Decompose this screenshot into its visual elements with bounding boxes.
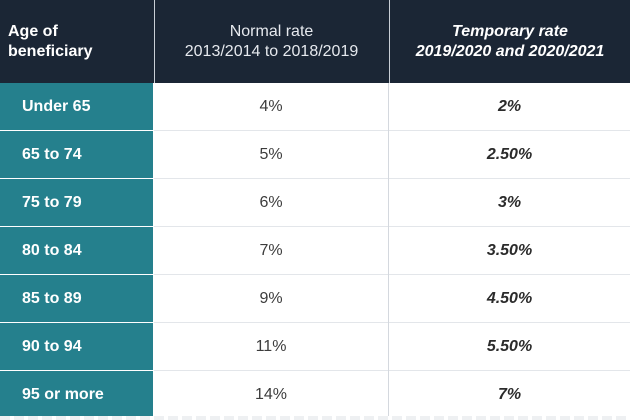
table-body: Under 65 4% 2% 65 to 74 5% 2.50% 75 to 7… (0, 83, 630, 419)
row-age-cell: 90 to 94 (0, 323, 153, 371)
header-age-of-beneficiary: Age of beneficiary (0, 0, 153, 83)
header-temp-line1: Temporary rate (452, 22, 568, 40)
table-row: 80 to 84 7% 3.50% (0, 227, 630, 275)
header-age-line2: beneficiary (8, 42, 93, 60)
row-temporary-rate-cell: 2.50% (389, 131, 630, 179)
row-age-cell: 75 to 79 (0, 179, 153, 227)
row-temporary-rate-cell: 5.50% (389, 323, 630, 371)
row-temporary-rate-cell: 7% (497, 386, 522, 403)
table-row: 65 to 74 5% 2.50% (0, 131, 630, 179)
row-normal-rate-cell: 5% (154, 131, 388, 179)
header-normal-line2: 2013/2014 to 2018/2019 (184, 42, 359, 60)
table-row: 90 to 94 11% 5.50% (0, 323, 630, 371)
table-header: Age of beneficiary Normal rate 2013/2014… (0, 0, 630, 83)
row-temporary-rate-cell: 4.50% (389, 275, 630, 323)
header-normal-rate: Normal rate 2013/2014 to 2018/2019 (154, 0, 388, 83)
row-age-cell: Under 65 (0, 83, 153, 131)
row-temporary-rate-cell: 3% (389, 179, 630, 227)
row-temporary-rate-cell: 2% (389, 83, 630, 131)
header-normal-line1: Normal rate (229, 22, 314, 40)
row-age-cell: 80 to 84 (0, 227, 153, 275)
row-normal-rate-cell: 11% (154, 323, 388, 371)
row-temporary-rate-cell: 3.50% (389, 227, 630, 275)
table-row: 95 or more 14% 7% (0, 371, 630, 419)
row-normal-rate-cell: 14% (254, 386, 288, 403)
table-row: 85 to 89 9% 4.50% (0, 275, 630, 323)
table-row: Under 65 4% 2% (0, 83, 630, 131)
row-age-cell: 85 to 89 (0, 275, 153, 323)
header-age-line1: Age of (8, 22, 58, 40)
row-age-cell: 95 or more (0, 371, 153, 419)
row-normal-rate-cell: 7% (154, 227, 388, 275)
row-age-cell: 65 to 74 (0, 131, 153, 179)
header-temp-line2: 2019/2020 and 2020/2021 (415, 42, 605, 60)
table-row: 75 to 79 6% 3% (0, 179, 630, 227)
header-temporary-rate: Temporary rate 2019/2020 and 2020/2021 (389, 0, 630, 83)
row-normal-rate-cell: 6% (154, 179, 388, 227)
bottom-divider (0, 416, 630, 420)
column-divider (388, 83, 389, 420)
row-normal-rate-cell: 9% (154, 275, 388, 323)
row-normal-rate-cell: 4% (154, 83, 388, 131)
